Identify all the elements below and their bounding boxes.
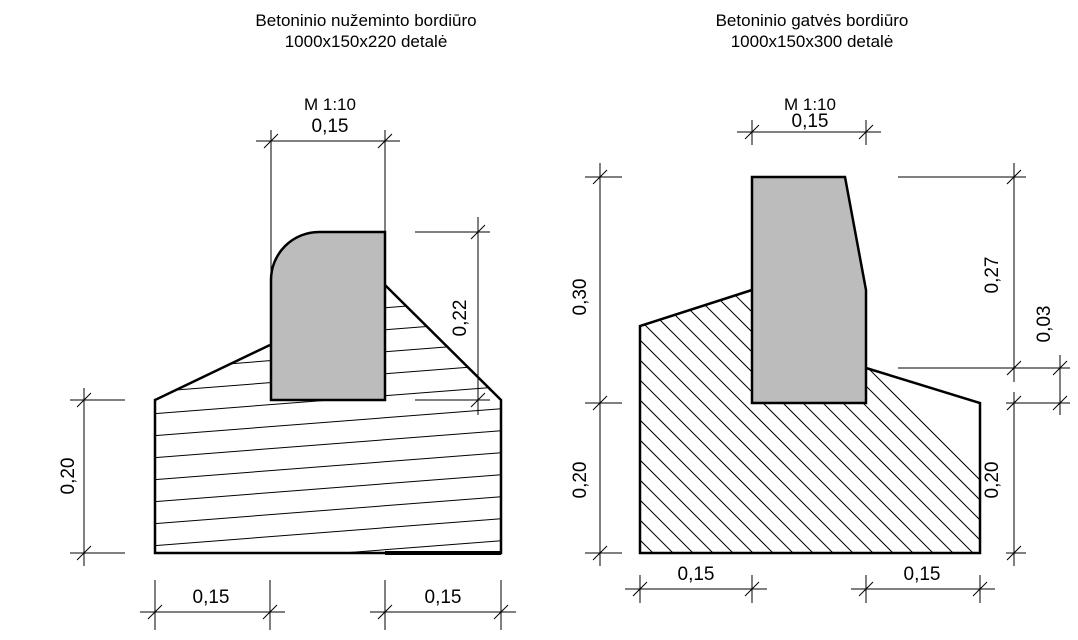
right-dim-bottom-right: 0,15 (851, 564, 995, 603)
left-dim-curb-height-label: 0,22 (450, 300, 471, 337)
left-title-line1: Betoninio nužeminto bordiūro (255, 11, 476, 30)
right-dim-upper-height: 0,27 (898, 163, 1070, 382)
right-dim-base-height-left: 0,20 (570, 403, 622, 566)
left-dim-base-height: 0,20 (58, 388, 125, 566)
left-base-outline (153, 284, 503, 555)
right-dim-upper-height-label: 0,27 (982, 257, 1003, 294)
left-dim-top-width: 0,15 (256, 116, 400, 280)
right-dim-step-height-label: 0,03 (1034, 306, 1055, 343)
right-title-line2: 1000x150x300 detalė (731, 32, 894, 51)
left-dim-base-height-label: 0,20 (58, 458, 79, 495)
right-dim-total-height: 0,30 (570, 163, 622, 417)
right-dim-step-height: 0,03 (1006, 306, 1070, 415)
left-curb-section (269, 230, 387, 402)
left-dim-top-width-label: 0,15 (312, 116, 349, 137)
right-dim-base-height-right-label: 0,20 (982, 462, 1003, 499)
left-dim-bottom-left: 0,15 (140, 580, 285, 630)
right-dim-bottom-left-label: 0,15 (678, 564, 715, 585)
left-dim-bottom-right-label: 0,15 (425, 587, 462, 608)
right-dim-top-width: 0,15 (737, 111, 881, 145)
right-dim-base-height-left-label: 0,20 (570, 462, 591, 499)
left-detail: Betoninio nužeminto bordiūro 1000x150x22… (58, 11, 516, 630)
right-title-line1: Betoninio gatvės bordiūro (716, 11, 909, 30)
right-dim-base-height-right: 0,20 (982, 392, 1026, 566)
right-curb-section (750, 175, 868, 405)
right-dim-total-height-label: 0,30 (570, 279, 591, 316)
left-dim-curb-height: 0,22 (415, 217, 490, 415)
right-dim-bottom-right-label: 0,15 (904, 564, 941, 585)
left-title-line2: 1000x150x220 detalė (285, 32, 448, 51)
right-base-outline (638, 288, 982, 555)
left-scale-label: M 1:10 (304, 95, 356, 114)
right-scale-label: M 1:10 (784, 95, 836, 114)
right-dim-top-width-label: 0,15 (792, 111, 829, 132)
right-dim-bottom-left: 0,15 (625, 564, 767, 603)
left-dim-bottom-left-label: 0,15 (193, 587, 230, 608)
left-dim-bottom-right: 0,15 (370, 580, 516, 630)
